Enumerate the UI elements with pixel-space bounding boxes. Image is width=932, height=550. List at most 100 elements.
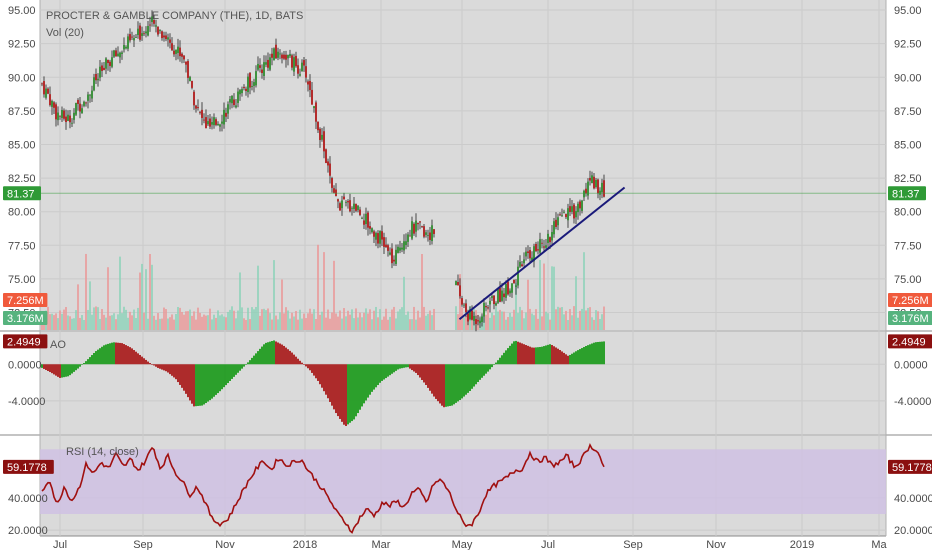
rsi-badge-text-left: 59.1778: [7, 462, 47, 474]
candle-body: [61, 109, 63, 118]
volume-bar: [255, 306, 257, 330]
price-tick-label-left: 75.00: [8, 274, 36, 286]
ao-bar: [345, 364, 347, 427]
volume-bar: [331, 312, 333, 330]
ao-bar: [71, 364, 73, 374]
candle-body: [47, 88, 49, 94]
candle-body: [221, 121, 223, 124]
volume-bar: [131, 315, 133, 330]
volume-bar: [509, 312, 511, 330]
ao-bar: [425, 364, 427, 386]
ao-bar: [429, 364, 431, 391]
ao-bar: [475, 364, 477, 385]
ao-bar: [327, 364, 329, 399]
candle-body: [529, 250, 531, 259]
ao-bar: [279, 343, 281, 365]
ao-bar: [225, 364, 227, 386]
candle-body: [267, 59, 269, 68]
ao-bar: [461, 364, 463, 399]
ao-bar: [275, 341, 277, 365]
ao-bar: [49, 364, 51, 373]
candle-body: [115, 50, 117, 57]
candle-body: [393, 259, 395, 262]
candle-body: [561, 214, 563, 216]
ao-bar: [399, 364, 401, 369]
candle-body: [545, 245, 547, 248]
ao-bar: [167, 364, 169, 373]
volume-bar: [405, 314, 407, 330]
price-badge-text-right: 81.37: [892, 188, 920, 200]
volume-bar: [367, 313, 369, 330]
volume-bar: [535, 309, 537, 330]
ao-bar: [555, 347, 557, 365]
ao-bar: [159, 364, 161, 369]
ao-bar: [495, 362, 497, 365]
volume-bar: [353, 318, 355, 330]
ao-bar: [129, 347, 131, 365]
volume-bar: [383, 316, 385, 330]
price-badge-text-left: 81.37: [7, 188, 35, 200]
ao-badge-left: [3, 334, 48, 349]
volume-bar: [539, 260, 541, 330]
candle-body: [193, 91, 195, 106]
ao-bar: [403, 364, 405, 368]
volume-bar: [561, 307, 563, 330]
ao-bar: [567, 355, 569, 365]
volume-bar: [195, 319, 197, 330]
volume-bar: [55, 313, 57, 330]
volume-bar: [49, 314, 51, 330]
volume-badge-2-right: [888, 311, 932, 325]
volume-bar: [341, 318, 343, 330]
ao-bar: [579, 349, 581, 365]
volume-bar: [579, 310, 581, 330]
x-tick-label: Nov: [215, 539, 235, 550]
volume-bar: [327, 309, 329, 330]
volume-bar: [47, 306, 49, 330]
volume-bar: [465, 316, 467, 330]
candle-body: [281, 54, 283, 59]
volume-bar: [537, 318, 539, 330]
price-tick-label-left: 80.00: [8, 207, 36, 219]
volume-bar: [545, 311, 547, 330]
volume-bar: [289, 318, 291, 330]
x-grid: [59, 0, 880, 536]
x-tick-label: 2019: [790, 539, 814, 550]
ao-bar: [523, 344, 525, 365]
volume-bar: [411, 319, 413, 330]
price-tick-label-right: 82.50: [894, 173, 922, 185]
volume-bar: [483, 315, 485, 330]
candle-body: [209, 118, 211, 127]
ao-bar: [217, 364, 219, 394]
volume-bar: [349, 314, 351, 330]
candle-body: [507, 281, 509, 295]
ao-bar: [547, 344, 549, 365]
volume-bar: [63, 309, 65, 330]
ao-bar: [89, 357, 91, 365]
candle-body: [219, 124, 221, 127]
volume-bar: [529, 308, 531, 330]
trendline[interactable]: [458, 186, 626, 321]
volume-bar: [237, 310, 239, 330]
candle-body: [337, 199, 339, 202]
ao-bar: [339, 364, 341, 419]
candle-body: [293, 57, 295, 72]
volume-bar: [531, 313, 533, 330]
volume-bar: [507, 317, 509, 330]
ao-bar: [507, 348, 509, 365]
ao-bar: [53, 364, 55, 375]
ao-bar: [195, 364, 197, 407]
ao-bar: [93, 352, 95, 365]
candle-body: [339, 203, 341, 211]
volume-bar: [351, 309, 353, 330]
ao-bar: [73, 364, 75, 372]
volume-bar: [523, 318, 525, 330]
candle-body: [323, 131, 325, 152]
ao-bar: [237, 364, 239, 373]
ao-bar: [463, 364, 465, 397]
candle-body: [65, 116, 67, 123]
volume-bar: [317, 244, 319, 330]
volume-bar: [585, 310, 587, 330]
ao-bar: [491, 364, 493, 368]
ao-bar: [155, 364, 157, 367]
x-tick-label: Sep: [623, 539, 643, 550]
